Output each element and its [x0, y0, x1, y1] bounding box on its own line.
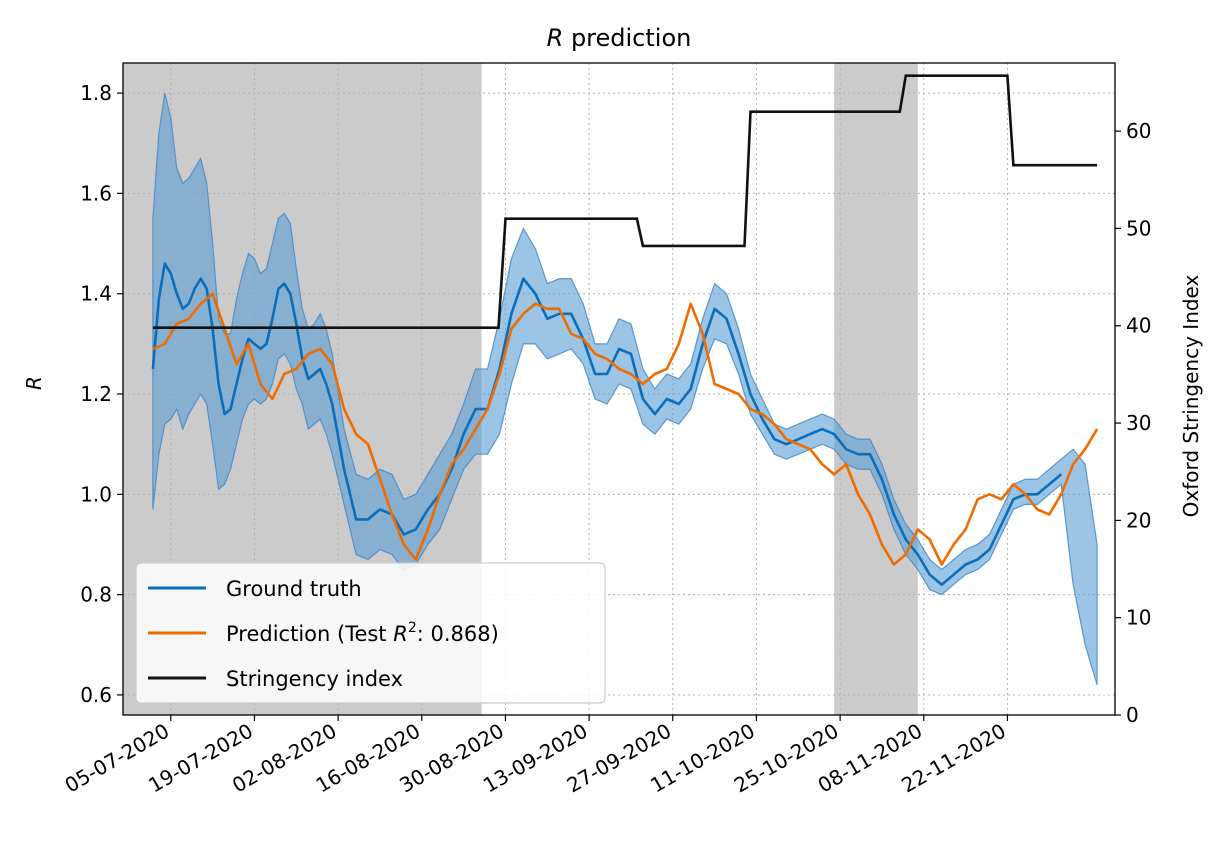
y-tick-label-5: 1.6 [80, 181, 112, 205]
y2-tick-label-1: 10 [1126, 606, 1151, 630]
y2-tick-label-6: 60 [1126, 119, 1151, 143]
legend-prediction-prefix: Prediction (Test [226, 622, 393, 646]
y2-tick-label-2: 20 [1126, 508, 1151, 532]
series-lines [151, 74, 1099, 586]
plot-frame [122, 62, 1116, 716]
shaded-period-1 [834, 63, 918, 715]
legend-prediction-sup: 2 [408, 620, 417, 636]
ground-truth-band [152, 92, 1098, 686]
legend-prediction-label: Prediction (Test R2: 0.868) [226, 620, 499, 646]
legend-prediction-suffix: : 0.868) [417, 622, 499, 646]
legend: Ground truth Prediction (Test R2: 0.868) S… [135, 562, 606, 704]
y2-tick-label-4: 40 [1126, 314, 1151, 338]
ground-truth-line [151, 262, 1063, 586]
legend-ground-truth-label: Ground truth [226, 577, 362, 601]
title-italic: R [547, 24, 564, 52]
y-tick-label-4: 1.4 [80, 282, 112, 306]
y2-tick-label-3: 30 [1126, 411, 1151, 435]
y-tick-label-0: 0.6 [80, 683, 112, 707]
chart-title: R prediction [547, 24, 692, 52]
y-axis-label: R [22, 376, 46, 390]
legend-box [135, 562, 606, 704]
y2-tick-label-5: 50 [1126, 216, 1151, 240]
y2-axis-label: Oxford Stringency Index [1179, 274, 1203, 517]
y-tick-label-3: 1.2 [80, 382, 112, 406]
ground-truth-band-area [152, 92, 1098, 686]
y-tick-label-2: 1.0 [80, 482, 112, 506]
y-tick-label-1: 0.8 [80, 583, 112, 607]
prediction-line [152, 292, 1099, 566]
legend-stringency-label: Stringency index [226, 667, 403, 691]
legend-prediction-var: R [393, 622, 408, 646]
stringency-line [152, 74, 1098, 329]
y-tick-label-6: 1.8 [80, 81, 112, 105]
y2-tick-label-0: 0 [1126, 703, 1139, 727]
title-rest: prediction [563, 24, 691, 52]
